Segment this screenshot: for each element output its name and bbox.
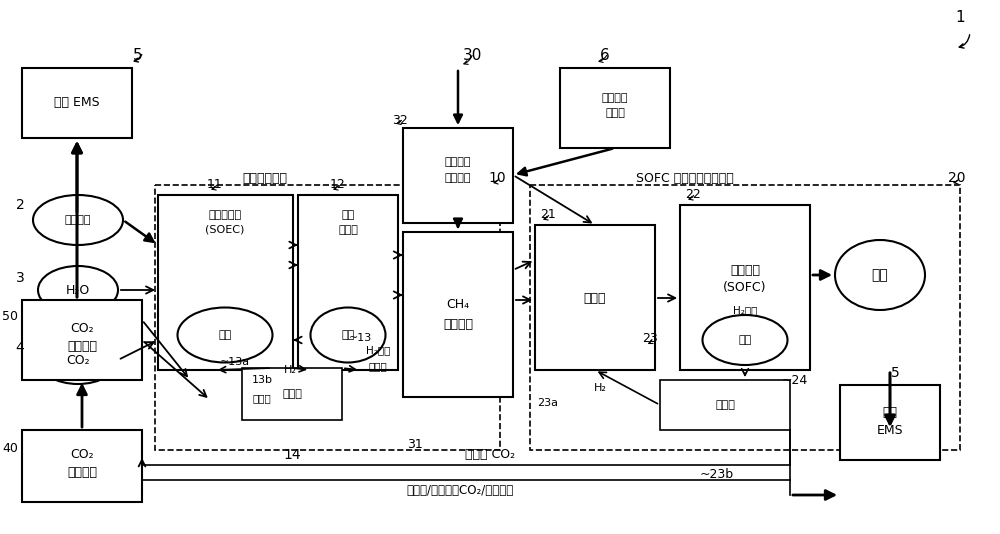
Text: 燃料电池: 燃料电池 xyxy=(730,263,760,277)
Text: 高浓度 CO₂: 高浓度 CO₂ xyxy=(465,449,515,461)
Text: H₂废气: H₂废气 xyxy=(366,345,390,355)
Text: ~13: ~13 xyxy=(348,333,372,343)
Text: 甲烷生成系统: 甲烷生成系统 xyxy=(242,171,288,185)
Ellipse shape xyxy=(38,266,118,314)
Text: 改性器: 改性器 xyxy=(584,292,606,304)
Text: 20: 20 xyxy=(948,171,966,185)
Text: CO₂: CO₂ xyxy=(66,354,90,366)
Text: SOFC 燃料电池发电系统: SOFC 燃料电池发电系统 xyxy=(636,171,734,185)
Ellipse shape xyxy=(835,240,925,310)
Text: ~23b: ~23b xyxy=(700,468,734,482)
Text: 地区 EMS: 地区 EMS xyxy=(54,97,100,109)
Text: 贮藏装置: 贮藏装置 xyxy=(443,318,473,332)
Text: 12: 12 xyxy=(330,178,346,192)
Ellipse shape xyxy=(33,195,123,245)
Text: 14: 14 xyxy=(283,448,301,462)
Bar xyxy=(530,185,960,450)
Bar xyxy=(155,185,500,450)
Text: 地区: 地区 xyxy=(883,405,898,419)
Text: 大气中/室内空气CO₂/工厂排气: 大气中/室内空气CO₂/工厂排气 xyxy=(406,483,514,497)
Ellipse shape xyxy=(178,308,272,363)
Bar xyxy=(840,385,940,460)
Text: 城市气体: 城市气体 xyxy=(445,157,471,167)
Text: ~13a: ~13a xyxy=(220,357,250,367)
Text: 反应器: 反应器 xyxy=(338,225,358,235)
Bar xyxy=(22,430,142,502)
Text: 回收装置: 回收装置 xyxy=(67,467,97,480)
Text: 甲烷: 甲烷 xyxy=(341,210,355,220)
Text: CH₄: CH₄ xyxy=(446,299,470,311)
Text: 吸热: 吸热 xyxy=(218,330,232,340)
Text: EMS: EMS xyxy=(877,423,903,436)
Text: (SOEC): (SOEC) xyxy=(205,225,245,235)
Text: 5: 5 xyxy=(891,366,899,380)
Text: 11: 11 xyxy=(207,178,223,192)
Text: H₂废气: H₂废气 xyxy=(733,305,757,315)
Bar xyxy=(158,195,293,370)
Bar xyxy=(403,232,513,397)
Bar xyxy=(22,68,132,138)
Text: 1: 1 xyxy=(955,11,965,26)
Text: 城市气体: 城市气体 xyxy=(602,93,628,103)
Text: 5: 5 xyxy=(133,48,143,62)
Text: 21: 21 xyxy=(540,208,556,222)
Text: H₂O: H₂O xyxy=(66,284,90,296)
Text: H₂: H₂ xyxy=(284,365,296,375)
Bar xyxy=(660,380,790,430)
Bar xyxy=(560,68,670,148)
Text: 22: 22 xyxy=(685,189,701,201)
Text: 23a: 23a xyxy=(538,398,558,408)
Bar xyxy=(403,128,513,223)
Bar xyxy=(298,195,398,370)
Bar xyxy=(22,300,142,380)
Text: 13b: 13b xyxy=(252,375,272,385)
Text: 10: 10 xyxy=(488,171,506,185)
Ellipse shape xyxy=(310,308,386,363)
Text: 40: 40 xyxy=(2,442,18,454)
Text: 分离器: 分离器 xyxy=(715,400,735,410)
Text: CO₂: CO₂ xyxy=(70,449,94,461)
Text: 32: 32 xyxy=(392,114,408,127)
Text: (SOFC): (SOFC) xyxy=(723,281,767,294)
Bar xyxy=(680,205,810,370)
Text: 分离器: 分离器 xyxy=(282,389,302,399)
Text: 3: 3 xyxy=(16,271,24,285)
Text: 放热: 放热 xyxy=(341,330,355,340)
Text: 共电解装置: 共电解装置 xyxy=(208,210,242,220)
Text: 23: 23 xyxy=(642,332,658,344)
Text: ~24: ~24 xyxy=(782,373,808,387)
Text: 供给网: 供给网 xyxy=(605,108,625,118)
Text: CO₂: CO₂ xyxy=(70,321,94,334)
Text: 水蒸气: 水蒸气 xyxy=(369,361,387,371)
Text: 水蒸气: 水蒸气 xyxy=(253,393,271,403)
Bar xyxy=(535,225,655,370)
Text: 31: 31 xyxy=(407,438,423,452)
Text: 排热: 排热 xyxy=(738,335,752,345)
Bar xyxy=(242,368,342,420)
Ellipse shape xyxy=(702,315,788,365)
Ellipse shape xyxy=(38,336,118,384)
Text: 贮藏装置: 贮藏装置 xyxy=(67,340,97,352)
Text: 再生能源: 再生能源 xyxy=(65,215,91,225)
Text: 50: 50 xyxy=(2,310,18,323)
Text: 基础设施: 基础设施 xyxy=(445,173,471,183)
Text: 电力: 电力 xyxy=(872,268,888,282)
Text: H₂: H₂ xyxy=(594,383,606,393)
Text: 30: 30 xyxy=(462,48,482,62)
Text: 4: 4 xyxy=(16,341,24,355)
Text: 6: 6 xyxy=(600,48,610,62)
Text: 2: 2 xyxy=(16,198,24,212)
